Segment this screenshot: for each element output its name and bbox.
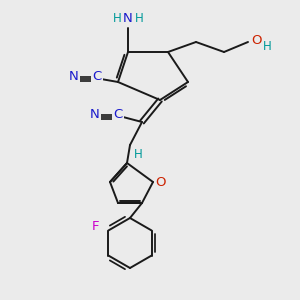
Text: N: N bbox=[69, 70, 79, 83]
Text: O: O bbox=[156, 176, 166, 188]
Text: N: N bbox=[90, 109, 100, 122]
Text: F: F bbox=[92, 220, 99, 233]
Text: C: C bbox=[113, 109, 123, 122]
Text: O: O bbox=[251, 34, 261, 47]
Text: H: H bbox=[135, 11, 143, 25]
Text: H: H bbox=[112, 11, 122, 25]
Text: C: C bbox=[92, 70, 102, 83]
Text: H: H bbox=[262, 40, 272, 52]
Text: H: H bbox=[134, 148, 142, 161]
Text: N: N bbox=[123, 11, 133, 25]
